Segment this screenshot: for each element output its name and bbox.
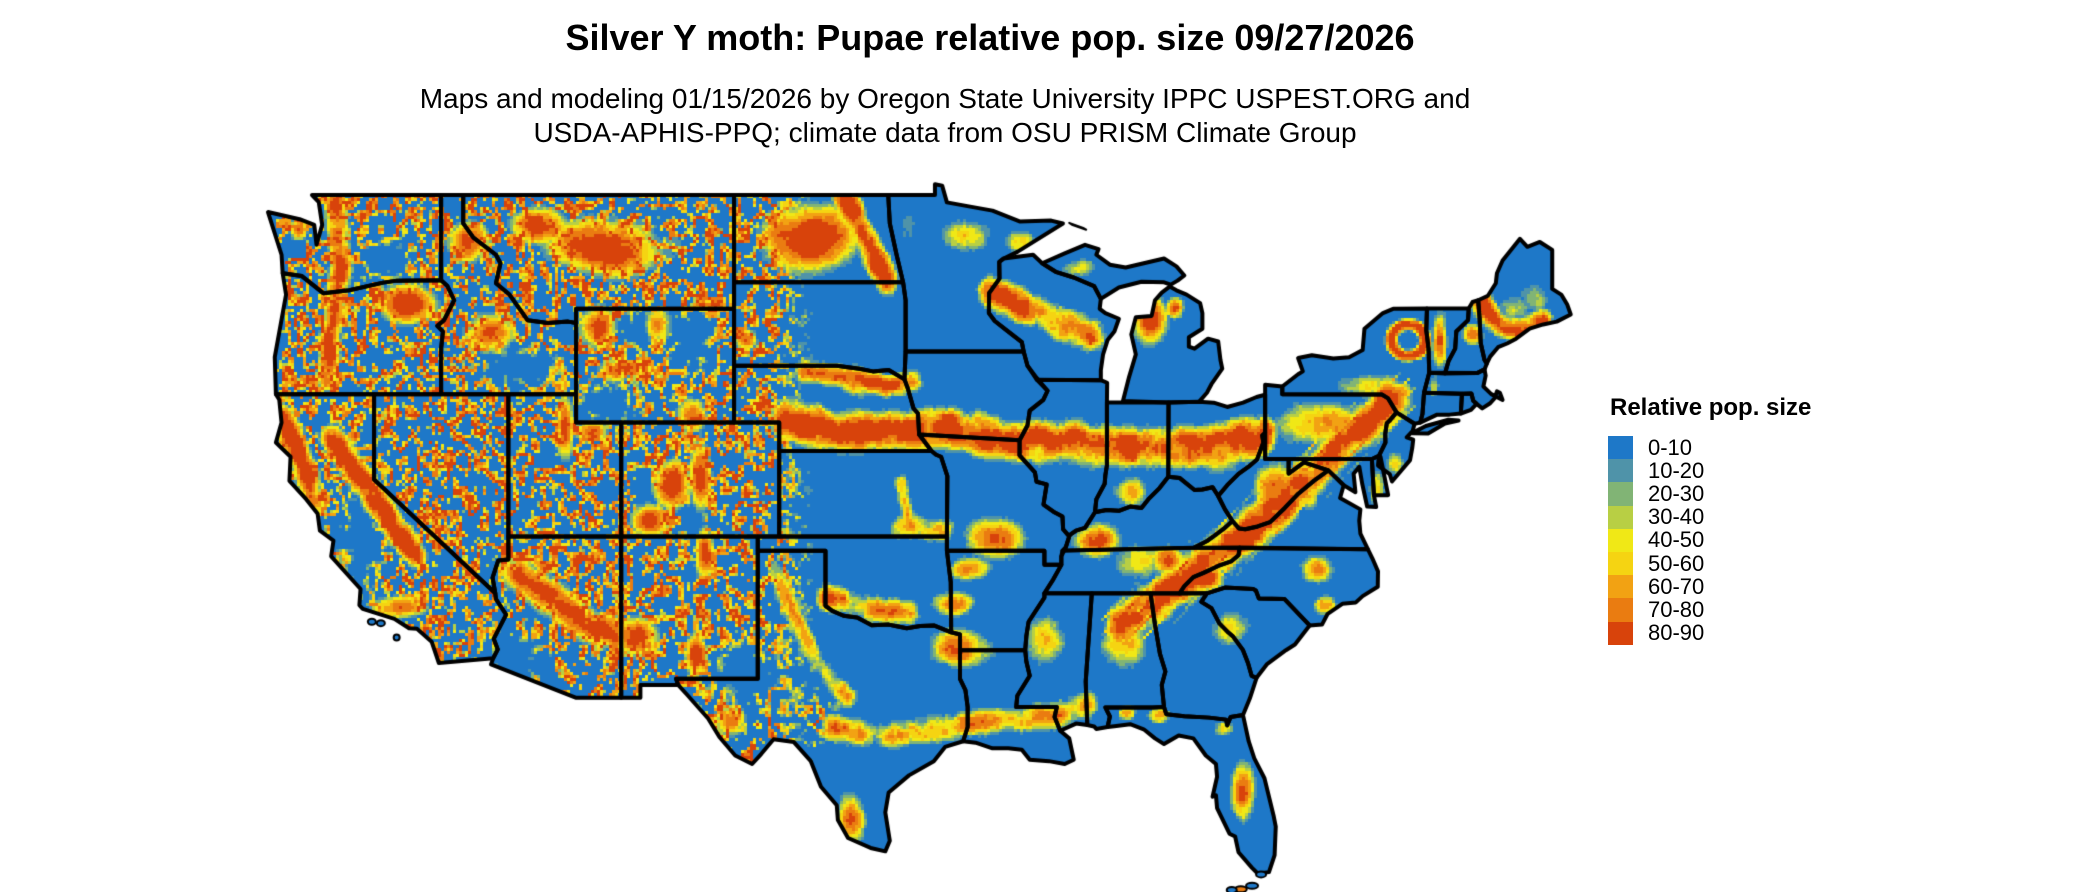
legend-label: 50-60 bbox=[1648, 550, 1705, 576]
legend-swatch bbox=[1608, 528, 1633, 552]
legend-label: 20-30 bbox=[1648, 480, 1705, 506]
legend-label: 60-70 bbox=[1648, 573, 1705, 599]
map-subtitle-line2: USDA-APHIS-PPQ; climate data from OSU PR… bbox=[533, 117, 1357, 148]
legend-swatch bbox=[1608, 598, 1633, 622]
legend-swatch bbox=[1608, 482, 1633, 506]
legend-label: 80-90 bbox=[1648, 620, 1705, 646]
legend-label: 10-20 bbox=[1648, 457, 1705, 483]
legend-label: 0-10 bbox=[1648, 434, 1693, 460]
map-subtitle-line1: Maps and modeling 01/15/2026 by Oregon S… bbox=[419, 83, 1471, 114]
legend-swatch bbox=[1608, 575, 1633, 599]
legend-swatch bbox=[1608, 621, 1633, 645]
legend: Relative pop. size 0-10 10-20 20-30 30-40 40… bbox=[1608, 394, 1811, 645]
legend-swatch bbox=[1608, 459, 1633, 483]
legend-label: 70-80 bbox=[1648, 596, 1705, 622]
legend-item: 40-50 bbox=[1608, 527, 1811, 553]
legend-swatch bbox=[1608, 436, 1633, 460]
legend-item: 80-90 bbox=[1608, 620, 1811, 646]
legend-title: Relative pop. size bbox=[1610, 394, 1812, 421]
legend-item: 20-30 bbox=[1608, 480, 1811, 506]
legend-item: 60-70 bbox=[1608, 573, 1811, 599]
legend-label: 30-40 bbox=[1648, 504, 1705, 530]
legend-item: 70-80 bbox=[1608, 596, 1811, 622]
legend-item: 50-60 bbox=[1608, 550, 1811, 576]
map-subtitle: Maps and modeling 01/15/2026 by Oregon S… bbox=[0, 82, 1890, 150]
legend-item: 0-10 bbox=[1608, 434, 1811, 460]
legend-item: 10-20 bbox=[1608, 457, 1811, 483]
legend-item: 30-40 bbox=[1608, 504, 1811, 530]
legend-swatch bbox=[1608, 551, 1633, 576]
legend-swatch bbox=[1608, 505, 1633, 529]
legend-rows: 0-10 10-20 20-30 30-40 40-50 50-60 60-70 70-80 8… bbox=[1608, 434, 1811, 646]
map-title: Silver Y moth: Pupae relative pop. size … bbox=[565, 17, 1415, 58]
legend-label: 40-50 bbox=[1648, 527, 1705, 553]
